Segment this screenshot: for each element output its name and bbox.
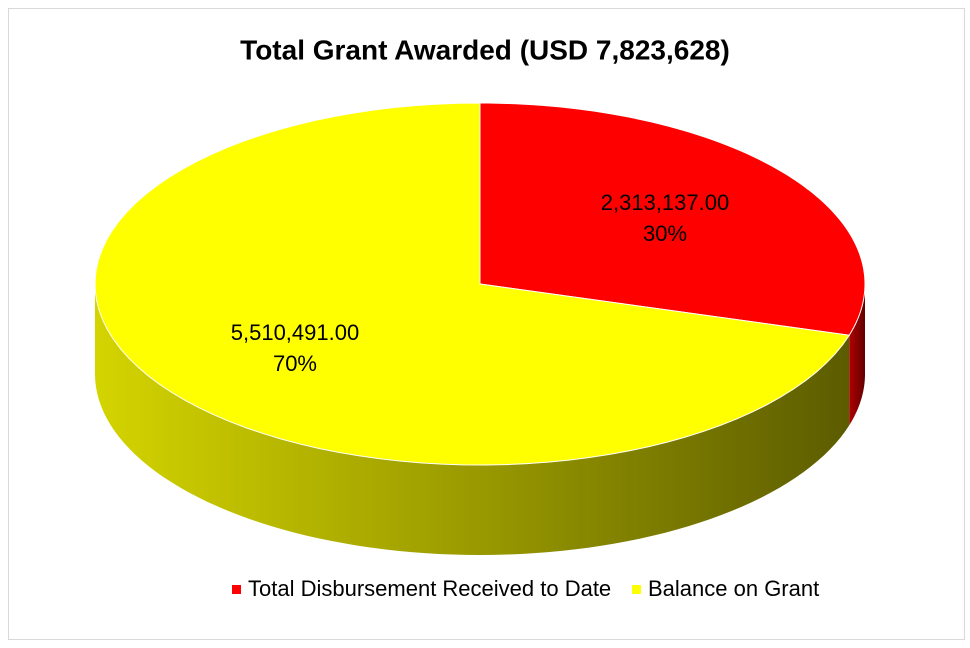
pie-side bbox=[95, 284, 850, 555]
data-label-percent: 30% bbox=[643, 221, 687, 246]
pie-slice bbox=[479, 102, 866, 336]
chart-title: Total Grant Awarded (USD 7,823,628) bbox=[240, 34, 730, 65]
data-label: 5,510,491.00 bbox=[231, 320, 359, 345]
legend-label: Balance on Grant bbox=[648, 576, 819, 601]
legend-swatch bbox=[632, 585, 641, 594]
pie-slice bbox=[94, 102, 851, 466]
legend-label: Total Disbursement Received to Date bbox=[248, 576, 611, 601]
pie-side bbox=[849, 284, 865, 426]
data-label: 2,313,137.00 bbox=[601, 190, 729, 215]
data-label-percent: 70% bbox=[273, 351, 317, 376]
legend-swatch bbox=[232, 585, 241, 594]
